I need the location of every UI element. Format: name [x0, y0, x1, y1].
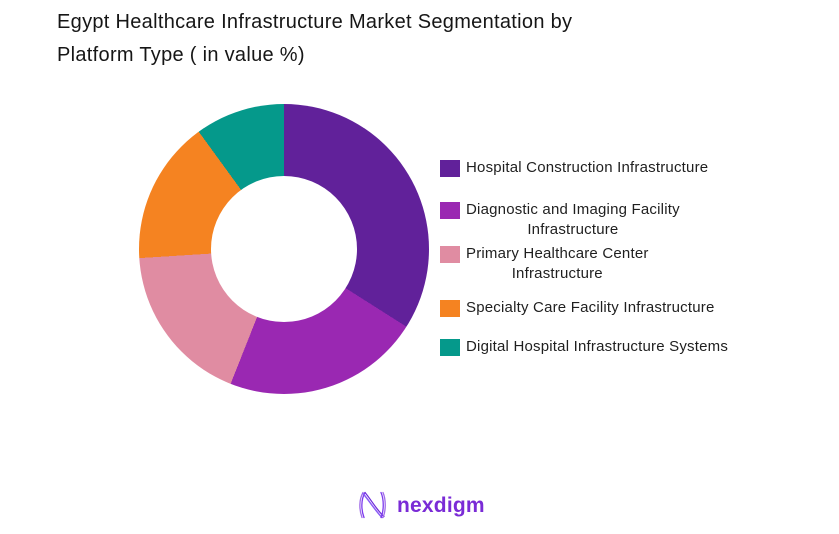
- legend-item-hospital-construction: Hospital Construction Infrastructure: [440, 158, 728, 178]
- legend-swatch-icon: [440, 160, 460, 177]
- legend-swatch-icon: [440, 246, 460, 263]
- donut-chart: [139, 104, 429, 394]
- legend-label: Digital Hospital Infrastructure Systems: [466, 338, 729, 355]
- legend-swatch-icon: [440, 339, 460, 356]
- legend-label: Specialty Care Facility Infrastructure: [466, 299, 715, 316]
- legend-item-diagnostic-imaging: Diagnostic and Imaging Facility Infrastr…: [440, 200, 728, 240]
- brand-name: nexdigm: [397, 493, 485, 517]
- brand-logo: nexdigm: [356, 489, 485, 522]
- chart-title: Egypt Healthcare Infrastructure Market S…: [57, 11, 573, 66]
- legend-label: Hospital Construction Infrastructure: [466, 159, 709, 176]
- legend-label: Diagnostic and Imaging Facility Infrastr…: [466, 201, 680, 238]
- legend-item-specialty-care: Specialty Care Facility Infrastructure: [440, 298, 728, 318]
- legend-item-digital-hospital: Digital Hospital Infrastructure Systems: [440, 337, 728, 357]
- legend-label: Primary Healthcare Center Infrastructure: [466, 245, 649, 282]
- legend-swatch-icon: [440, 300, 460, 317]
- donut-hole: [211, 176, 357, 322]
- legend: Hospital Construction Infrastructure Dia…: [440, 158, 728, 357]
- legend-swatch-icon: [440, 202, 460, 219]
- legend-item-primary-healthcare: Primary Healthcare Center Infrastructure: [440, 244, 728, 284]
- nexdigm-n-icon: [359, 491, 386, 519]
